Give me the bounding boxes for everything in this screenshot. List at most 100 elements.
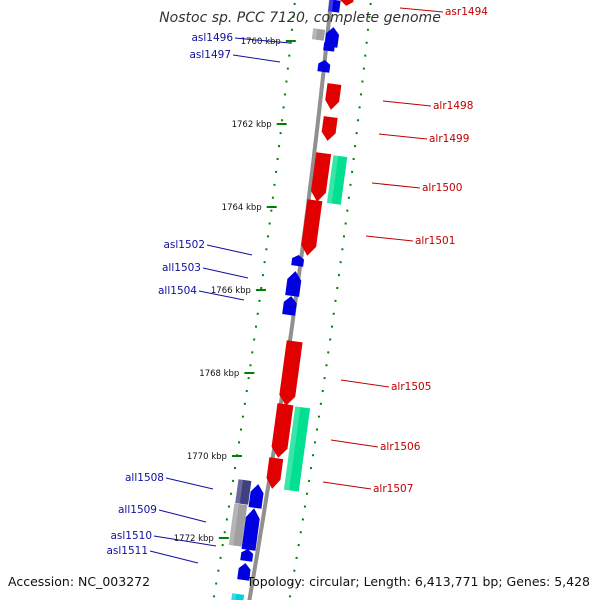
reverse-feature-12-shading bbox=[228, 503, 239, 546]
reverse-feature-14-body bbox=[237, 563, 251, 581]
reverse-feature-8-body bbox=[282, 296, 297, 316]
reverse-feature-6 bbox=[291, 255, 305, 267]
reverse-feature-4-body bbox=[323, 39, 336, 52]
label-leader-left bbox=[165, 477, 214, 490]
gene-label-asr1494: asr1494 bbox=[445, 6, 488, 18]
map-title: Nostoc sp. PCC 7120, complete genome bbox=[159, 10, 441, 26]
label-leader-left bbox=[206, 244, 253, 256]
accession-label: Accession: NC_003272 bbox=[8, 574, 150, 589]
forward-feature-6 bbox=[301, 199, 323, 256]
forward-feature-9-body bbox=[283, 406, 311, 492]
reverse-feature-5 bbox=[317, 60, 331, 73]
reverse-feature-5-body bbox=[317, 60, 331, 73]
gene-label-asl1510: asl1510 bbox=[110, 530, 152, 542]
right-track-dots bbox=[288, 0, 373, 600]
forward-feature-2 bbox=[325, 83, 342, 110]
forward-feature-7 bbox=[279, 340, 303, 406]
forward-feature-4 bbox=[311, 152, 332, 202]
gene-label-asl1497: asl1497 bbox=[189, 49, 231, 61]
reverse-feature-1-body bbox=[328, 0, 341, 13]
label-leader-left bbox=[149, 550, 199, 564]
kbp-tick-label: 1762 kbp bbox=[232, 120, 272, 130]
gene-label-alr1500: alr1500 bbox=[422, 182, 462, 194]
reverse-feature-11-body bbox=[241, 508, 260, 551]
reverse-feature-3-body bbox=[311, 28, 326, 41]
kbp-tick-label: 1770 kbp bbox=[187, 452, 227, 462]
gene-label-all1503: all1503 bbox=[162, 262, 201, 274]
forward-feature-3 bbox=[321, 116, 338, 141]
label-leader-right bbox=[365, 235, 414, 242]
reverse-feature-6-body bbox=[291, 255, 305, 267]
reverse-feature-14 bbox=[237, 563, 251, 581]
reverse-feature-7-body bbox=[285, 271, 302, 297]
forward-feature-10-body bbox=[266, 457, 284, 489]
reverse-feature-4 bbox=[323, 39, 336, 52]
gene-label-alr1507: alr1507 bbox=[373, 483, 413, 495]
label-leader-right bbox=[340, 379, 390, 388]
kbp-tick-label: 1764 kbp bbox=[222, 203, 262, 213]
forward-feature-11-shading bbox=[230, 593, 237, 600]
gene-label-alr1505: alr1505 bbox=[391, 381, 431, 393]
forward-feature-4-body bbox=[311, 152, 332, 202]
gene-label-all1508: all1508 bbox=[125, 472, 164, 484]
kbp-tick-label: 1760 kbp bbox=[241, 37, 281, 47]
forward-feature-5 bbox=[326, 155, 348, 205]
label-leader-right bbox=[378, 133, 428, 140]
gene-label-alr1499: alr1499 bbox=[429, 133, 469, 145]
forward-feature-2-body bbox=[325, 83, 342, 110]
gene-label-asl1496: asl1496 bbox=[191, 32, 233, 44]
forward-feature-7-body bbox=[279, 340, 303, 406]
reverse-feature-9-body bbox=[248, 484, 264, 509]
reverse-feature-10-shading bbox=[235, 479, 243, 504]
label-leader-right bbox=[382, 100, 432, 107]
forward-feature-11-body bbox=[230, 593, 245, 600]
reverse-feature-9 bbox=[248, 484, 264, 509]
reverse-feature-3-shading bbox=[311, 28, 318, 40]
gene-label-alr1506: alr1506 bbox=[380, 441, 421, 453]
gene-label-all1509: all1509 bbox=[118, 504, 157, 516]
reverse-feature-10-body bbox=[235, 479, 252, 505]
forward-feature-8-body bbox=[271, 403, 294, 458]
gene-label-all1504: all1504 bbox=[158, 285, 197, 297]
reverse-feature-10 bbox=[235, 479, 252, 505]
label-leader-right bbox=[330, 439, 379, 448]
forward-feature-1 bbox=[340, 0, 355, 6]
forward-feature-5-body bbox=[326, 155, 348, 205]
label-leader-left bbox=[158, 509, 207, 523]
forward-feature-11 bbox=[230, 593, 245, 600]
label-leader-right bbox=[371, 182, 421, 189]
label-leader-left bbox=[234, 37, 291, 44]
forward-feature-10 bbox=[266, 457, 284, 489]
forward-feature-8 bbox=[271, 403, 294, 458]
forward-feature-9 bbox=[283, 406, 311, 492]
forward-feature-5-shading bbox=[326, 155, 339, 204]
gene-label-asl1502: asl1502 bbox=[163, 239, 205, 251]
reverse-feature-3 bbox=[311, 28, 326, 41]
reverse-feature-7 bbox=[285, 271, 302, 297]
reverse-feature-13-body bbox=[240, 549, 254, 562]
label-leader-left bbox=[232, 54, 281, 63]
kbp-tick-label: 1772 kbp bbox=[174, 534, 214, 544]
reverse-feature-1 bbox=[328, 0, 341, 13]
gene-label-asl1511: asl1511 bbox=[106, 545, 148, 557]
forward-feature-6-body bbox=[301, 199, 323, 256]
label-leader-left bbox=[153, 535, 217, 547]
reverse-feature-8 bbox=[282, 296, 297, 316]
kbp-tick-label: 1766 kbp bbox=[211, 286, 251, 296]
gene-label-alr1498: alr1498 bbox=[433, 100, 473, 112]
forward-feature-1-body bbox=[340, 0, 355, 6]
reverse-feature-12-body bbox=[228, 503, 248, 547]
gene-label-alr1501: alr1501 bbox=[415, 235, 455, 247]
label-leader-right bbox=[322, 481, 372, 490]
reverse-feature-1-shading bbox=[328, 0, 334, 12]
reverse-feature-11 bbox=[241, 508, 260, 551]
reverse-feature-12 bbox=[228, 503, 248, 547]
genome-summary: Topology: circular; Length: 6,413,771 bp… bbox=[246, 574, 590, 589]
reverse-feature-13 bbox=[240, 549, 254, 562]
label-leader-right bbox=[399, 7, 444, 13]
left-track-dots bbox=[212, 0, 297, 600]
kbp-tick-label: 1768 kbp bbox=[199, 369, 239, 379]
label-leader-left bbox=[202, 267, 249, 279]
